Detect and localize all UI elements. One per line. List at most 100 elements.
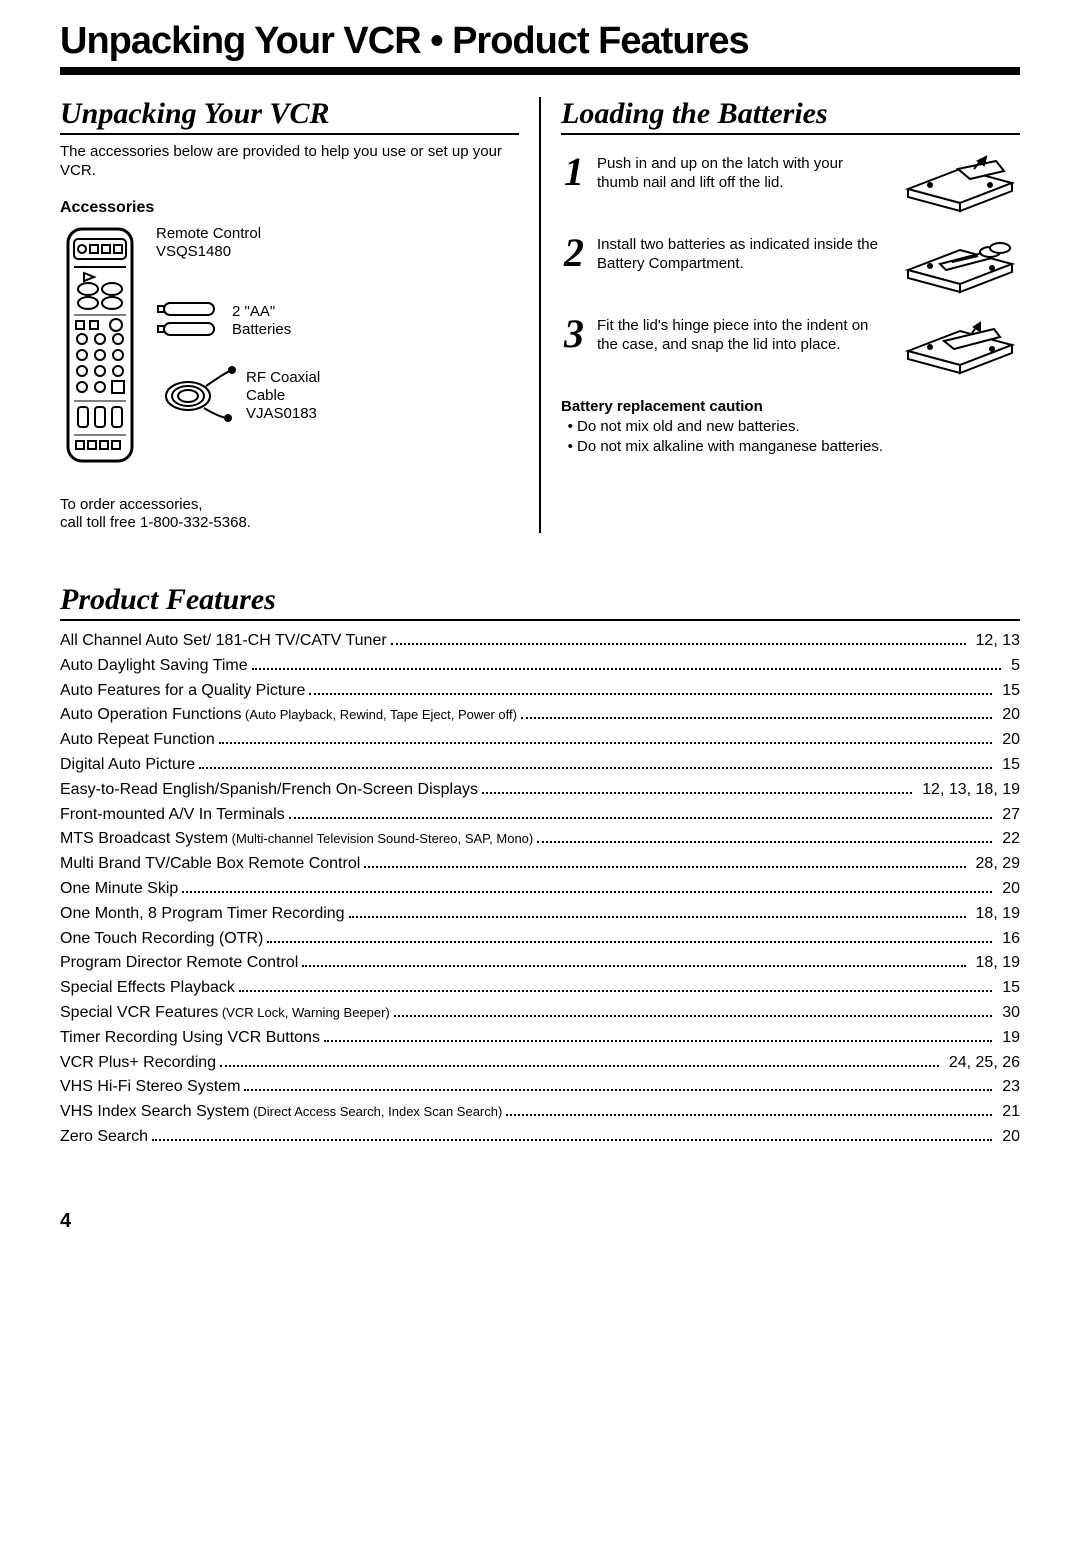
order-note: To order accessories, call toll free 1-8… [60,496,519,534]
leader-dots [289,817,993,819]
feature-label: VHS Index Search System (Direct Access S… [60,1100,502,1125]
step-3: 3 Fit the lid's hinge piece into the ind… [561,317,1020,382]
feature-label: Zero Search [60,1125,148,1150]
leader-dots [239,990,992,992]
step-1-icon [900,155,1020,220]
feature-list: All Channel Auto Set/ 181-CH TV/CATV Tun… [60,629,1020,1150]
feature-label: Digital Auto Picture [60,753,195,778]
feature-page: 27 [996,803,1020,828]
feature-page: 15 [996,679,1020,704]
cable-label: RF Coaxial Cable VJAS0183 [246,369,320,423]
step-2-text: Install two batteries as indicated insid… [597,236,890,274]
page-number: 4 [60,1210,1020,1233]
accessories-block: Remote Control VSQS1480 2 "AA" Batteries [60,225,519,470]
leader-dots [302,965,965,967]
feature-row: Auto Daylight Saving Time 5 [60,654,1020,679]
leader-dots [267,941,992,943]
feature-page: 16 [996,927,1020,952]
feature-label: Multi Brand TV/Cable Box Remote Control [60,852,360,877]
remote-control-icon [60,225,140,470]
feature-page: 19 [996,1026,1020,1051]
leader-dots [152,1139,992,1141]
feature-label: Auto Operation Functions (Auto Playback,… [60,703,517,728]
feature-label: Front-mounted A/V In Terminals [60,803,285,828]
feature-row: VCR Plus+ Recording 24, 25, 26 [60,1051,1020,1076]
feature-label: VHS Hi-Fi Stereo System [60,1075,240,1100]
unpacking-intro: The accessories below are provided to he… [60,143,519,181]
feature-row: One Minute Skip20 [60,877,1020,902]
feature-page: 12, 13 [970,629,1020,654]
feature-row: Auto Features for a Quality Picture 15 [60,679,1020,704]
feature-sublabel: (Multi-channel Television Sound-Stereo, … [228,831,533,846]
feature-sublabel: (Auto Playback, Rewind, Tape Eject, Powe… [241,707,517,722]
feature-row: Special Effects Playback15 [60,976,1020,1001]
feature-label: All Channel Auto Set/ 181-CH TV/CATV Tun… [60,629,387,654]
leader-dots [199,767,992,769]
feature-label: Easy-to-Read English/Spanish/French On-S… [60,778,478,803]
feature-row: VHS Hi-Fi Stereo System 23 [60,1075,1020,1100]
feature-page: 18, 19 [970,951,1020,976]
step-2-num: 2 [561,236,587,270]
feature-page: 15 [996,753,1020,778]
loading-column: Loading the Batteries 1 Push in and up o… [561,97,1020,533]
loading-heading: Loading the Batteries [561,97,1020,135]
feature-row: Front-mounted A/V In Terminals 27 [60,803,1020,828]
feature-label: Special VCR Features (VCR Lock, Warning … [60,1001,390,1026]
caution-item: Do not mix alkaline with manganese batte… [577,437,1020,457]
leader-dots [220,1065,939,1067]
feature-page: 12, 13, 18, 19 [916,778,1020,803]
leader-dots [537,841,992,843]
feature-label: VCR Plus+ Recording [60,1051,216,1076]
feature-page: 30 [996,1001,1020,1026]
feature-row: One Touch Recording (OTR) 16 [60,927,1020,952]
leader-dots [506,1114,992,1116]
caution-heading: Battery replacement caution [561,398,1020,415]
main-title: Unpacking Your VCR • Product Features [60,20,1020,75]
step-3-icon [900,317,1020,382]
leader-dots [309,693,992,695]
upper-columns: Unpacking Your VCR The accessories below… [60,97,1020,533]
feature-label: One Month, 8 Program Timer Recording [60,902,345,927]
leader-dots [324,1040,992,1042]
feature-row: MTS Broadcast System (Multi-channel Tele… [60,827,1020,852]
feature-page: 28, 29 [970,852,1020,877]
unpacking-column: Unpacking Your VCR The accessories below… [60,97,541,533]
leader-dots [482,792,912,794]
feature-label: One Touch Recording (OTR) [60,927,263,952]
step-1: 1 Push in and up on the latch with your … [561,155,1020,220]
accessories-labels: Remote Control VSQS1480 2 "AA" Batteries [156,225,519,470]
leader-dots [182,891,992,893]
product-features: Product Features All Channel Auto Set/ 1… [60,583,1020,1150]
feature-page: 5 [1005,654,1020,679]
leader-dots [349,916,966,918]
feature-page: 20 [996,728,1020,753]
batteries-label: 2 "AA" Batteries [232,303,291,339]
feature-label: Program Director Remote Control [60,951,298,976]
feature-row: All Channel Auto Set/ 181-CH TV/CATV Tun… [60,629,1020,654]
feature-sublabel: (VCR Lock, Warning Beeper) [218,1005,389,1020]
leader-dots [219,742,992,744]
feature-label: Auto Daylight Saving Time [60,654,248,679]
feature-sublabel: (Direct Access Search, Index Scan Search… [249,1104,502,1119]
feature-row: Special VCR Features (VCR Lock, Warning … [60,1001,1020,1026]
feature-row: Auto Repeat Function 20 [60,728,1020,753]
feature-page: 20 [996,703,1020,728]
feature-row: Easy-to-Read English/Spanish/French On-S… [60,778,1020,803]
step-3-text: Fit the lid's hinge piece into the inden… [597,317,890,355]
feature-label: Auto Features for a Quality Picture [60,679,305,704]
leader-dots [252,668,1001,670]
unpacking-heading: Unpacking Your VCR [60,97,519,135]
feature-page: 21 [996,1100,1020,1125]
feature-page: 23 [996,1075,1020,1100]
feature-page: 20 [996,1125,1020,1150]
leader-dots [521,717,992,719]
feature-row: VHS Index Search System (Direct Access S… [60,1100,1020,1125]
accessories-heading: Accessories [60,199,519,217]
feature-row: Program Director Remote Control 18, 19 [60,951,1020,976]
feature-page: 24, 25, 26 [943,1051,1020,1076]
step-1-num: 1 [561,155,587,189]
cable-icon [156,366,236,427]
step-2: 2 Install two batteries as indicated ins… [561,236,1020,301]
feature-row: Auto Operation Functions (Auto Playback,… [60,703,1020,728]
feature-label: Auto Repeat Function [60,728,215,753]
